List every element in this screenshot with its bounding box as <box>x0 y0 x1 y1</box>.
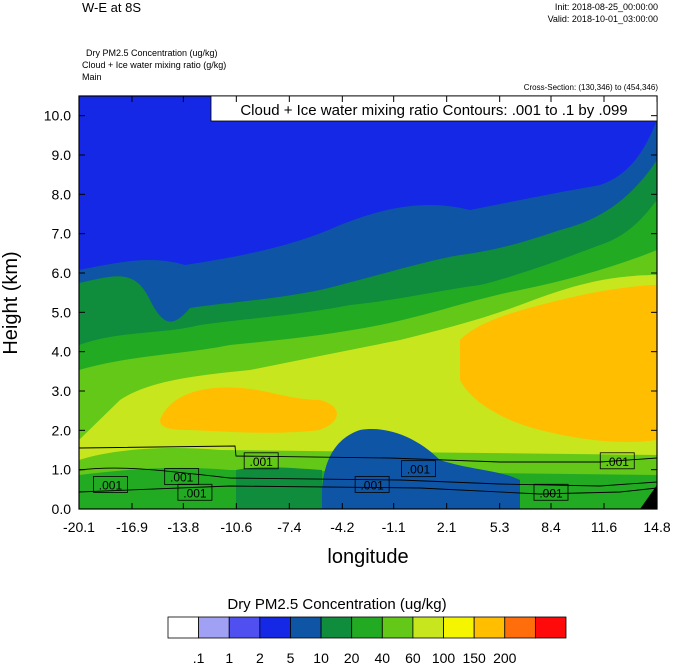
contour-note-box <box>210 95 658 122</box>
colorbar-swatch <box>473 616 506 639</box>
x-tick-label: -20.1 <box>63 519 95 535</box>
contour-label: .001 <box>183 486 207 500</box>
contour-note: Cloud + Ice water mixing ratio Contours:… <box>240 102 627 119</box>
contour-label-box <box>243 452 279 470</box>
colorbar-swatch <box>412 616 444 639</box>
x-tick-label: 2.1 <box>437 519 457 535</box>
colorbar-swatch <box>259 616 291 639</box>
contour-label: .001 <box>539 486 563 500</box>
contour-label-box <box>177 483 213 501</box>
colorbar-level-label: 200 <box>493 650 517 666</box>
contour-label: .001 <box>407 463 431 477</box>
contour-line <box>78 485 658 495</box>
colorbar-swatch <box>198 616 230 639</box>
contour-label-box <box>354 475 390 493</box>
field-band-150-east <box>460 285 657 442</box>
x-tick-label: -13.8 <box>167 519 199 535</box>
y-tick-label: 1.0 <box>52 462 72 478</box>
x-axis: -20.1 -16.9 -13.8 -10.6 -7.4 -4.2 -1.1 2.1 5.3 8.… <box>63 96 671 535</box>
colorbar-swatch <box>504 616 536 639</box>
contour-label-box <box>533 483 569 501</box>
x-tick-label: 5.3 <box>490 519 510 535</box>
colorbar-swatch <box>290 616 322 639</box>
x-axis-label: longitude <box>327 546 408 568</box>
contour-label-box <box>401 460 436 478</box>
field-band-dome-20 <box>236 467 322 509</box>
colorbar-level-label: .1 <box>193 650 205 666</box>
contour-line <box>78 467 658 487</box>
field-label-pm25: Dry PM2.5 Concentration (ug/kg) <box>86 48 218 58</box>
colorbar-level-label: 40 <box>375 650 391 666</box>
colorbar-swatch <box>351 616 383 639</box>
colorbar-swatch <box>320 616 353 639</box>
contour-label-box <box>599 452 635 470</box>
colorbar-swatch <box>534 616 567 639</box>
x-tick-label: -4.2 <box>330 519 354 535</box>
y-tick-label: 5.0 <box>52 304 72 320</box>
colorbar-level-label: 5 <box>287 650 295 666</box>
colorbar-swatch <box>381 616 414 639</box>
y-tick-label: 7.0 <box>52 226 72 242</box>
contour-label: .001 <box>99 478 123 492</box>
colorbar-swatch <box>228 616 261 639</box>
x-tick-label: 11.6 <box>591 519 617 535</box>
x-tick-label: -1.1 <box>382 519 406 535</box>
contour-label-box <box>93 475 128 493</box>
init-time: Init: 2018-08-25_00:00:00 <box>554 2 658 12</box>
colorbar-level-label: 20 <box>344 650 360 666</box>
field-band-dome-10 <box>321 429 520 509</box>
x-tick-label: -16.9 <box>116 519 148 535</box>
x-tick-label: -10.6 <box>220 519 252 535</box>
colorbar-swatch <box>443 616 475 639</box>
terrain <box>640 485 657 509</box>
y-tick-label: 2.0 <box>52 422 72 438</box>
colorbar-title: Dry PM2.5 Concentration (ug/kg) <box>227 596 447 613</box>
colorbar-level-label: 60 <box>405 650 421 666</box>
y-axis-label: Height (km) <box>0 251 22 354</box>
y-tick-label: 6.0 <box>52 265 72 281</box>
colorbar: .1 1 2 5 10 20 40 60 100 150 200 <box>167 616 567 666</box>
plot-title: W-E at 8S <box>82 0 142 15</box>
contour-label: .001 <box>170 471 194 485</box>
colorbar-level-label: 150 <box>462 650 486 666</box>
colorbar-level-label: 1 <box>225 650 233 666</box>
y-tick-label: 10.0 <box>44 108 71 124</box>
contour-label: .001 <box>360 478 384 492</box>
contour-label: .001 <box>606 455 630 469</box>
contour-label: .001 <box>249 455 273 469</box>
y-tick-label: 0.0 <box>52 501 72 517</box>
colorbar-level-label: 100 <box>432 650 456 666</box>
valid-time: Valid: 2018-10-01_03:00:00 <box>547 14 658 24</box>
contour-labels: .001.001.001.001.001.001.001.001 <box>93 452 635 501</box>
colorbar-level-label: 2 <box>256 650 264 666</box>
colorbar-swatch <box>167 616 200 639</box>
y-tick-label: 4.0 <box>52 344 72 360</box>
concentration-field <box>79 96 657 509</box>
colorbar-level-label: 10 <box>313 650 329 666</box>
field-band-150-west <box>160 387 337 433</box>
x-tick-label: 8.4 <box>541 519 561 535</box>
y-tick-label: 3.0 <box>52 383 72 399</box>
y-tick-label: 8.0 <box>52 186 72 202</box>
x-tick-label: 14.8 <box>643 519 670 535</box>
field-label-main: Main <box>82 72 102 82</box>
x-tick-label: -7.4 <box>277 519 301 535</box>
y-axis: 0.0 1.0 2.0 3.0 4.0 5.0 6.0 7.0 8.0 9.0 10.0 <box>44 108 657 517</box>
y-tick-label: 9.0 <box>52 147 72 163</box>
cross-section-label: Cross-Section: (130,346) to (454,346) <box>523 83 658 92</box>
field-label-cloud: Cloud + Ice water mixing ratio (g/kg) <box>82 60 227 70</box>
